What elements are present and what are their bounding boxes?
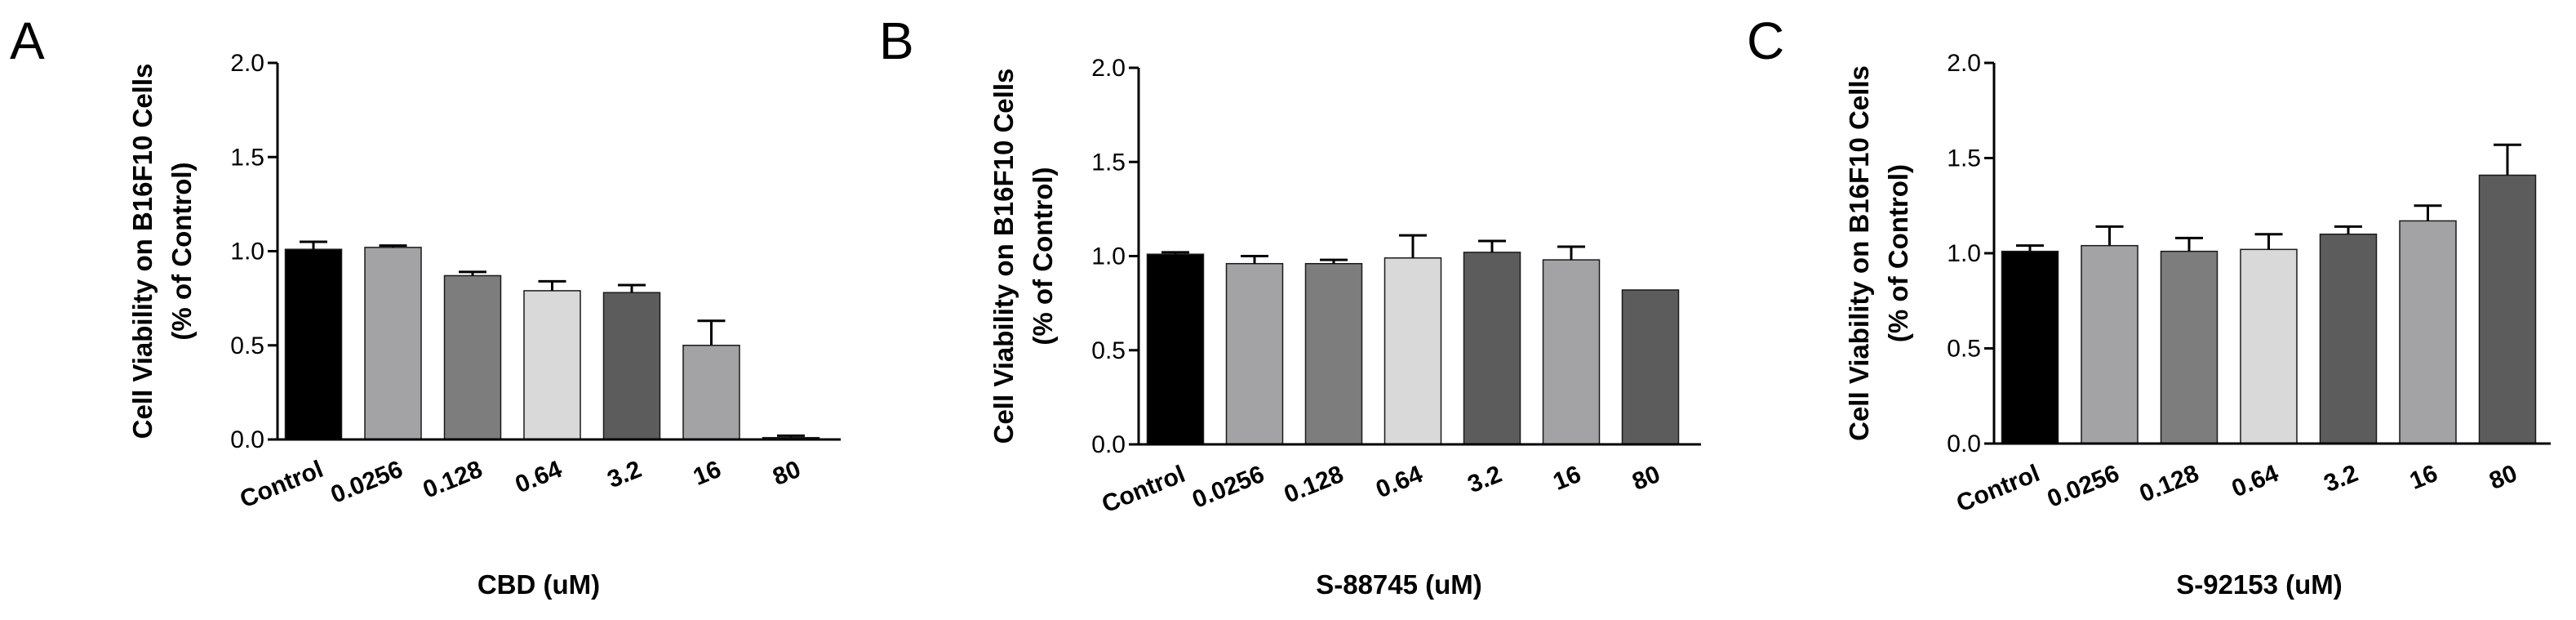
panel-b-x-tick-label-0: Control <box>1098 461 1188 519</box>
panel-a-x-tick-label-1: 0.0256 <box>327 456 406 509</box>
panel-a-y-tick-label-3: 1.5 <box>230 144 264 171</box>
panel-c-x-tick-label-5: 16 <box>2406 460 2441 495</box>
panel-c-x-tick-label-2: 0.128 <box>2136 460 2203 508</box>
panel-a-x-tick-label-6: 80 <box>769 456 804 491</box>
panel-a-y-axis-title-line2: (% of Control) <box>167 162 197 340</box>
panel-b-bar-3 <box>1383 257 1442 445</box>
panel-b-bar-4 <box>1463 252 1521 445</box>
panel-b-x-tick-label-5: 16 <box>1549 461 1584 496</box>
panel-a-y-tick-label-0: 0.0 <box>230 426 264 453</box>
panel-b-y-tick-label-2: 1.0 <box>1091 243 1126 270</box>
panel-c-y-tick-label-1: 0.5 <box>1947 336 1981 363</box>
panel-b-x-axis-title: S-88745 (uM) <box>1316 569 1482 600</box>
panel-a-y-tick-label-1: 0.5 <box>230 332 264 359</box>
panel-c-y-tick-label-3: 1.5 <box>1947 145 1981 172</box>
panel-a-bar-3 <box>523 290 581 440</box>
panel-a-bar-4 <box>602 292 661 440</box>
panel-a-x-tick-label-3: 0.64 <box>512 456 566 499</box>
panel-b-y-axis-title-line1: Cell Viability on B16F10 Cells <box>988 69 1019 444</box>
panel-b-y-tick-label-1: 0.5 <box>1091 337 1126 364</box>
panel-a-letter: A <box>10 11 45 70</box>
panel-c-x-axis-title: S-92153 (uM) <box>2176 569 2343 600</box>
panel-c-y-tick-label-2: 1.0 <box>1947 240 1981 267</box>
panel-c-x-tick-label-1: 0.0256 <box>2044 460 2123 513</box>
panel-c-bar-1 <box>2081 244 2139 444</box>
panel-b-x-tick-label-1: 0.0256 <box>1188 461 1268 514</box>
panel-c-bar-5 <box>2399 220 2457 444</box>
panel-c-x-tick-label-0: Control <box>1952 460 2043 518</box>
panel-b-x-tick-label-6: 80 <box>1628 461 1663 496</box>
panel-c-x-tick-label-3: 0.64 <box>2228 460 2283 503</box>
panel-c-bar-4 <box>2319 233 2378 444</box>
panel-a-y-tick-label-2: 1.0 <box>230 239 264 265</box>
panel-b-x-tick-label-3: 0.64 <box>1372 461 1427 504</box>
panel-b-bar-1 <box>1225 262 1284 445</box>
panel-a-y-axis-title-line1: Cell Viability on B16F10 Cells <box>127 64 158 439</box>
panel-c-bar-6 <box>2478 174 2537 444</box>
panel-c: C 0.0 0.5 1.0 1.5 2.0 Control 0.0256 0.128 0.64 3.… <box>1747 11 2551 600</box>
panel-a-y-tick-label-4: 2.0 <box>230 50 264 77</box>
panel-a-x-tick-label-0: Control <box>236 456 326 514</box>
panel-a: A 0.0 0.5 1.0 1.5 2.0 Control 0.0256 0.128 0.64 3.… <box>10 11 841 600</box>
panel-c-bar-2 <box>2160 250 2218 444</box>
panel-b-bar-2 <box>1304 262 1363 445</box>
panel-a-bar-1 <box>364 247 422 440</box>
panel-b-y-tick-label-0: 0.0 <box>1091 431 1126 458</box>
panel-b-bar-0 <box>1146 253 1205 445</box>
panel-b-y-axis-title-line2: (% of Control) <box>1028 167 1058 345</box>
panel-a-x-axis-title: CBD (uM) <box>477 569 600 600</box>
panel-b-y-tick-label-4: 2.0 <box>1091 55 1126 82</box>
panel-c-x-tick-label-4: 3.2 <box>2321 460 2362 497</box>
panel-c-y-axis-title-line1: Cell Viability on B16F10 Cells <box>1844 65 1874 441</box>
panel-a-bar-2 <box>443 274 502 440</box>
panel-c-bar-0 <box>2001 250 2059 444</box>
panel-c-x-tick-label-6: 80 <box>2485 460 2520 495</box>
panel-c-letter: C <box>1747 11 1784 70</box>
panel-b-x-tick-label-2: 0.128 <box>1281 461 1348 509</box>
panel-a-x-tick-label-4: 3.2 <box>604 456 646 493</box>
panel-b-x-tick-label-4: 3.2 <box>1464 461 1506 498</box>
panel-b-letter: B <box>879 11 914 70</box>
panel-c-y-tick-label-0: 0.0 <box>1947 430 1981 457</box>
panel-c-bar-3 <box>2240 248 2298 444</box>
panel-b-bar-5 <box>1542 259 1601 445</box>
panel-b-bar-6 <box>1621 289 1680 445</box>
panel-a-x-tick-label-5: 16 <box>690 456 725 491</box>
panel-c-y-axis-title-line2: (% of Control) <box>1883 164 1913 342</box>
panel-b: B 0.0 0.5 1.0 1.5 2.0 Control 0.0256 0.128 0.64 3.… <box>879 11 1701 600</box>
panel-a-bar-5 <box>682 345 740 440</box>
panel-a-x-tick-label-2: 0.128 <box>420 456 486 504</box>
panel-a-bar-0 <box>284 248 343 440</box>
panel-b-y-tick-label-3: 1.5 <box>1091 149 1126 176</box>
panel-c-y-tick-label-4: 2.0 <box>1947 50 1981 77</box>
